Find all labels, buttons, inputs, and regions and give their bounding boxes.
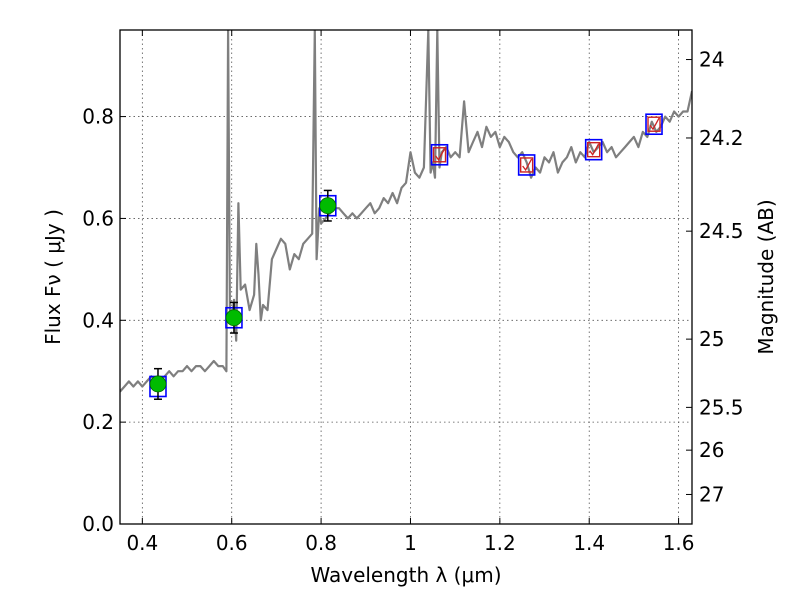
x-tick-label: 1.6: [663, 531, 695, 555]
y2-tick-label: 27: [699, 482, 724, 506]
upper-limits-series: [432, 116, 661, 173]
model-point: [645, 113, 663, 136]
y2-tick-label: 25.5: [699, 395, 744, 419]
upper-limit-box: [519, 157, 534, 173]
x-tick-label: 1.2: [484, 531, 516, 555]
upper-limit-box: [586, 141, 601, 158]
y-tick-label: 0.6: [82, 206, 114, 230]
x-tick-label: 0.8: [305, 531, 337, 555]
upper-limit-box: [647, 116, 661, 132]
x-tick-label: 1: [404, 531, 417, 555]
y-tick-label: 0.0: [82, 512, 114, 536]
y-tick-label: 0.4: [82, 308, 114, 332]
y2-tick-label: 25: [699, 327, 724, 351]
y-tick-label: 0.2: [82, 410, 114, 434]
upper-limit-box: [432, 147, 447, 163]
y2-axis-label: Magnitude (AB): [754, 199, 778, 354]
y2-tick-label: 24.5: [699, 219, 744, 243]
spectrum-series: [120, 30, 692, 393]
detection-point: [225, 309, 243, 327]
axes: 0.4 0.6 0.8 1 1.2 1.4 1.6 0.0 0.2 0.4 0.6 0.8 24 24.2…: [82, 29, 744, 555]
x-tick-label: 0.4: [126, 531, 158, 555]
spectrum-line: [120, 30, 692, 393]
plot-frame: [119, 29, 693, 525]
upper-limit-check: [434, 148, 446, 161]
detections-series: [149, 189, 337, 400]
upper-limit-check: [522, 158, 533, 172]
y2-tick-label: 24: [699, 48, 724, 72]
upper-limit-check: [649, 117, 660, 131]
model-point: [584, 138, 603, 161]
y-tick-label: 0.8: [82, 105, 114, 129]
x-tick-label: 1.4: [573, 531, 605, 555]
grid: [120, 30, 692, 525]
upper-limit-check: [589, 143, 600, 156]
model-point: [430, 143, 449, 166]
y2-tick-label: 26: [699, 438, 724, 462]
y2-tick-label: 24.2: [699, 126, 744, 150]
x-tick-label: 0.6: [216, 531, 248, 555]
detection-point: [149, 375, 167, 393]
model-point: [517, 154, 536, 176]
detection-point: [319, 197, 337, 215]
x-axis-label: Wavelength λ (μm): [310, 563, 501, 587]
y-axis-label: Flux Fν ( μJy ): [41, 209, 65, 345]
